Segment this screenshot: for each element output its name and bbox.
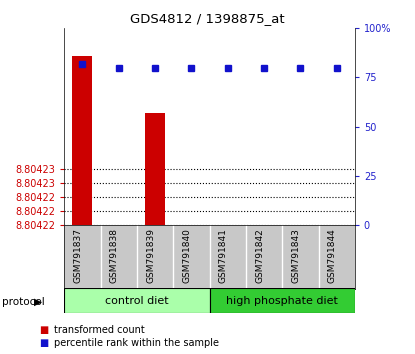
Text: GSM791841: GSM791841 (219, 228, 228, 283)
Text: transformed count: transformed count (54, 325, 145, 335)
Text: protocol: protocol (2, 297, 45, 307)
Text: GSM791838: GSM791838 (110, 228, 119, 283)
Text: control diet: control diet (105, 296, 169, 306)
Bar (73, 56, 93, 225)
Bar (210, 288, 355, 313)
Text: GSM791840: GSM791840 (183, 228, 191, 283)
Text: GSM791843: GSM791843 (291, 228, 300, 283)
Bar (109, 225, 129, 253)
Text: GSM791837: GSM791837 (73, 228, 83, 283)
Text: ▶: ▶ (34, 297, 42, 307)
Text: GDS4812 / 1398875_at: GDS4812 / 1398875_at (130, 12, 285, 25)
Bar (218, 225, 238, 323)
Text: GSM791839: GSM791839 (146, 228, 155, 283)
Text: high phosphate diet: high phosphate diet (226, 296, 338, 306)
Text: ■: ■ (39, 338, 49, 348)
Text: ■: ■ (39, 325, 49, 335)
Bar (64, 288, 210, 313)
Bar (145, 113, 165, 225)
Text: GSM791844: GSM791844 (328, 228, 337, 283)
Bar (327, 225, 347, 354)
Text: percentile rank within the sample: percentile rank within the sample (54, 338, 219, 348)
Bar (290, 225, 310, 295)
Text: GSM791842: GSM791842 (255, 228, 264, 283)
